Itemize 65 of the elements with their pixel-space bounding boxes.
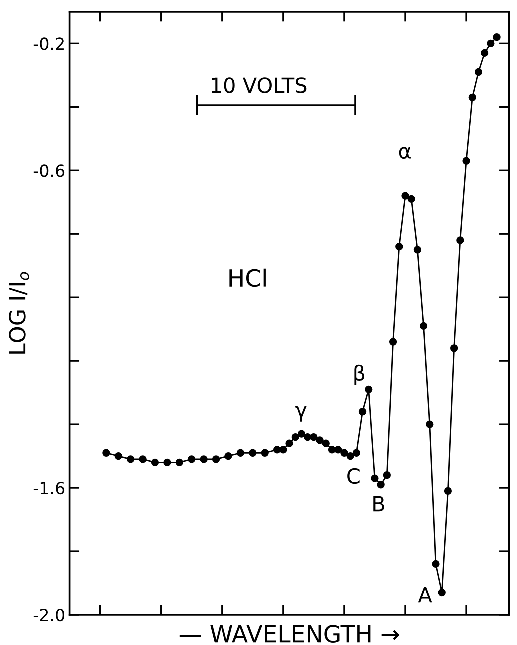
- point: [493, 34, 501, 42]
- y-tick-label: -0.6: [34, 164, 65, 178]
- point: [164, 458, 172, 466]
- point: [438, 588, 446, 597]
- point: [322, 440, 330, 448]
- point: [371, 474, 379, 482]
- point: [127, 456, 135, 464]
- point: [389, 338, 398, 346]
- point: [304, 433, 312, 442]
- y-tick-label: -1.6: [34, 482, 65, 495]
- point: [408, 195, 416, 204]
- point: [468, 94, 476, 102]
- point: [139, 456, 147, 464]
- point: [402, 192, 410, 200]
- annotation: 10 VOLTS: [212, 78, 307, 94]
- point: [224, 452, 232, 460]
- point: [383, 472, 391, 480]
- point: [426, 420, 434, 428]
- annotation: β: [354, 364, 365, 386]
- point: [176, 458, 184, 466]
- point: [200, 456, 208, 464]
- annotation: C: [348, 468, 360, 484]
- point: [346, 452, 354, 460]
- point: [358, 408, 367, 416]
- point: [328, 446, 336, 454]
- point: [273, 446, 282, 454]
- y-axis-title: LOG I/I$_{o}$: [9, 272, 30, 354]
- point: [212, 456, 220, 464]
- point: [292, 433, 300, 442]
- point: [340, 449, 348, 457]
- point: [102, 449, 110, 457]
- annotation: B: [374, 496, 384, 512]
- point: [414, 246, 422, 254]
- point: [487, 40, 495, 48]
- x-axis-title: — WAVELENGTH →: [180, 625, 400, 644]
- point: [444, 487, 452, 496]
- point: [456, 236, 464, 244]
- point: [236, 449, 245, 457]
- point: [261, 449, 269, 457]
- point: [280, 446, 288, 454]
- annotation: HCl: [230, 268, 266, 288]
- point: [286, 440, 294, 448]
- point: [352, 449, 360, 457]
- point: [249, 449, 257, 457]
- point: [481, 49, 489, 58]
- point: [396, 242, 404, 251]
- point: [450, 344, 458, 352]
- point: [316, 436, 324, 444]
- point: [420, 322, 428, 330]
- point: [334, 446, 342, 454]
- annotation: α: [399, 147, 411, 160]
- point: [365, 386, 373, 394]
- point: [114, 452, 122, 460]
- annotation: γ: [296, 406, 307, 422]
- annotation: A: [418, 587, 432, 603]
- point: [432, 560, 440, 568]
- point: [377, 481, 385, 489]
- point: [474, 68, 483, 76]
- point: [188, 456, 196, 464]
- y-tick-label: -0.2: [34, 38, 64, 50]
- point: [151, 458, 160, 466]
- point: [298, 430, 306, 438]
- point: [462, 157, 470, 165]
- point: [310, 433, 318, 442]
- y-tick-label: -2.0: [34, 608, 65, 622]
